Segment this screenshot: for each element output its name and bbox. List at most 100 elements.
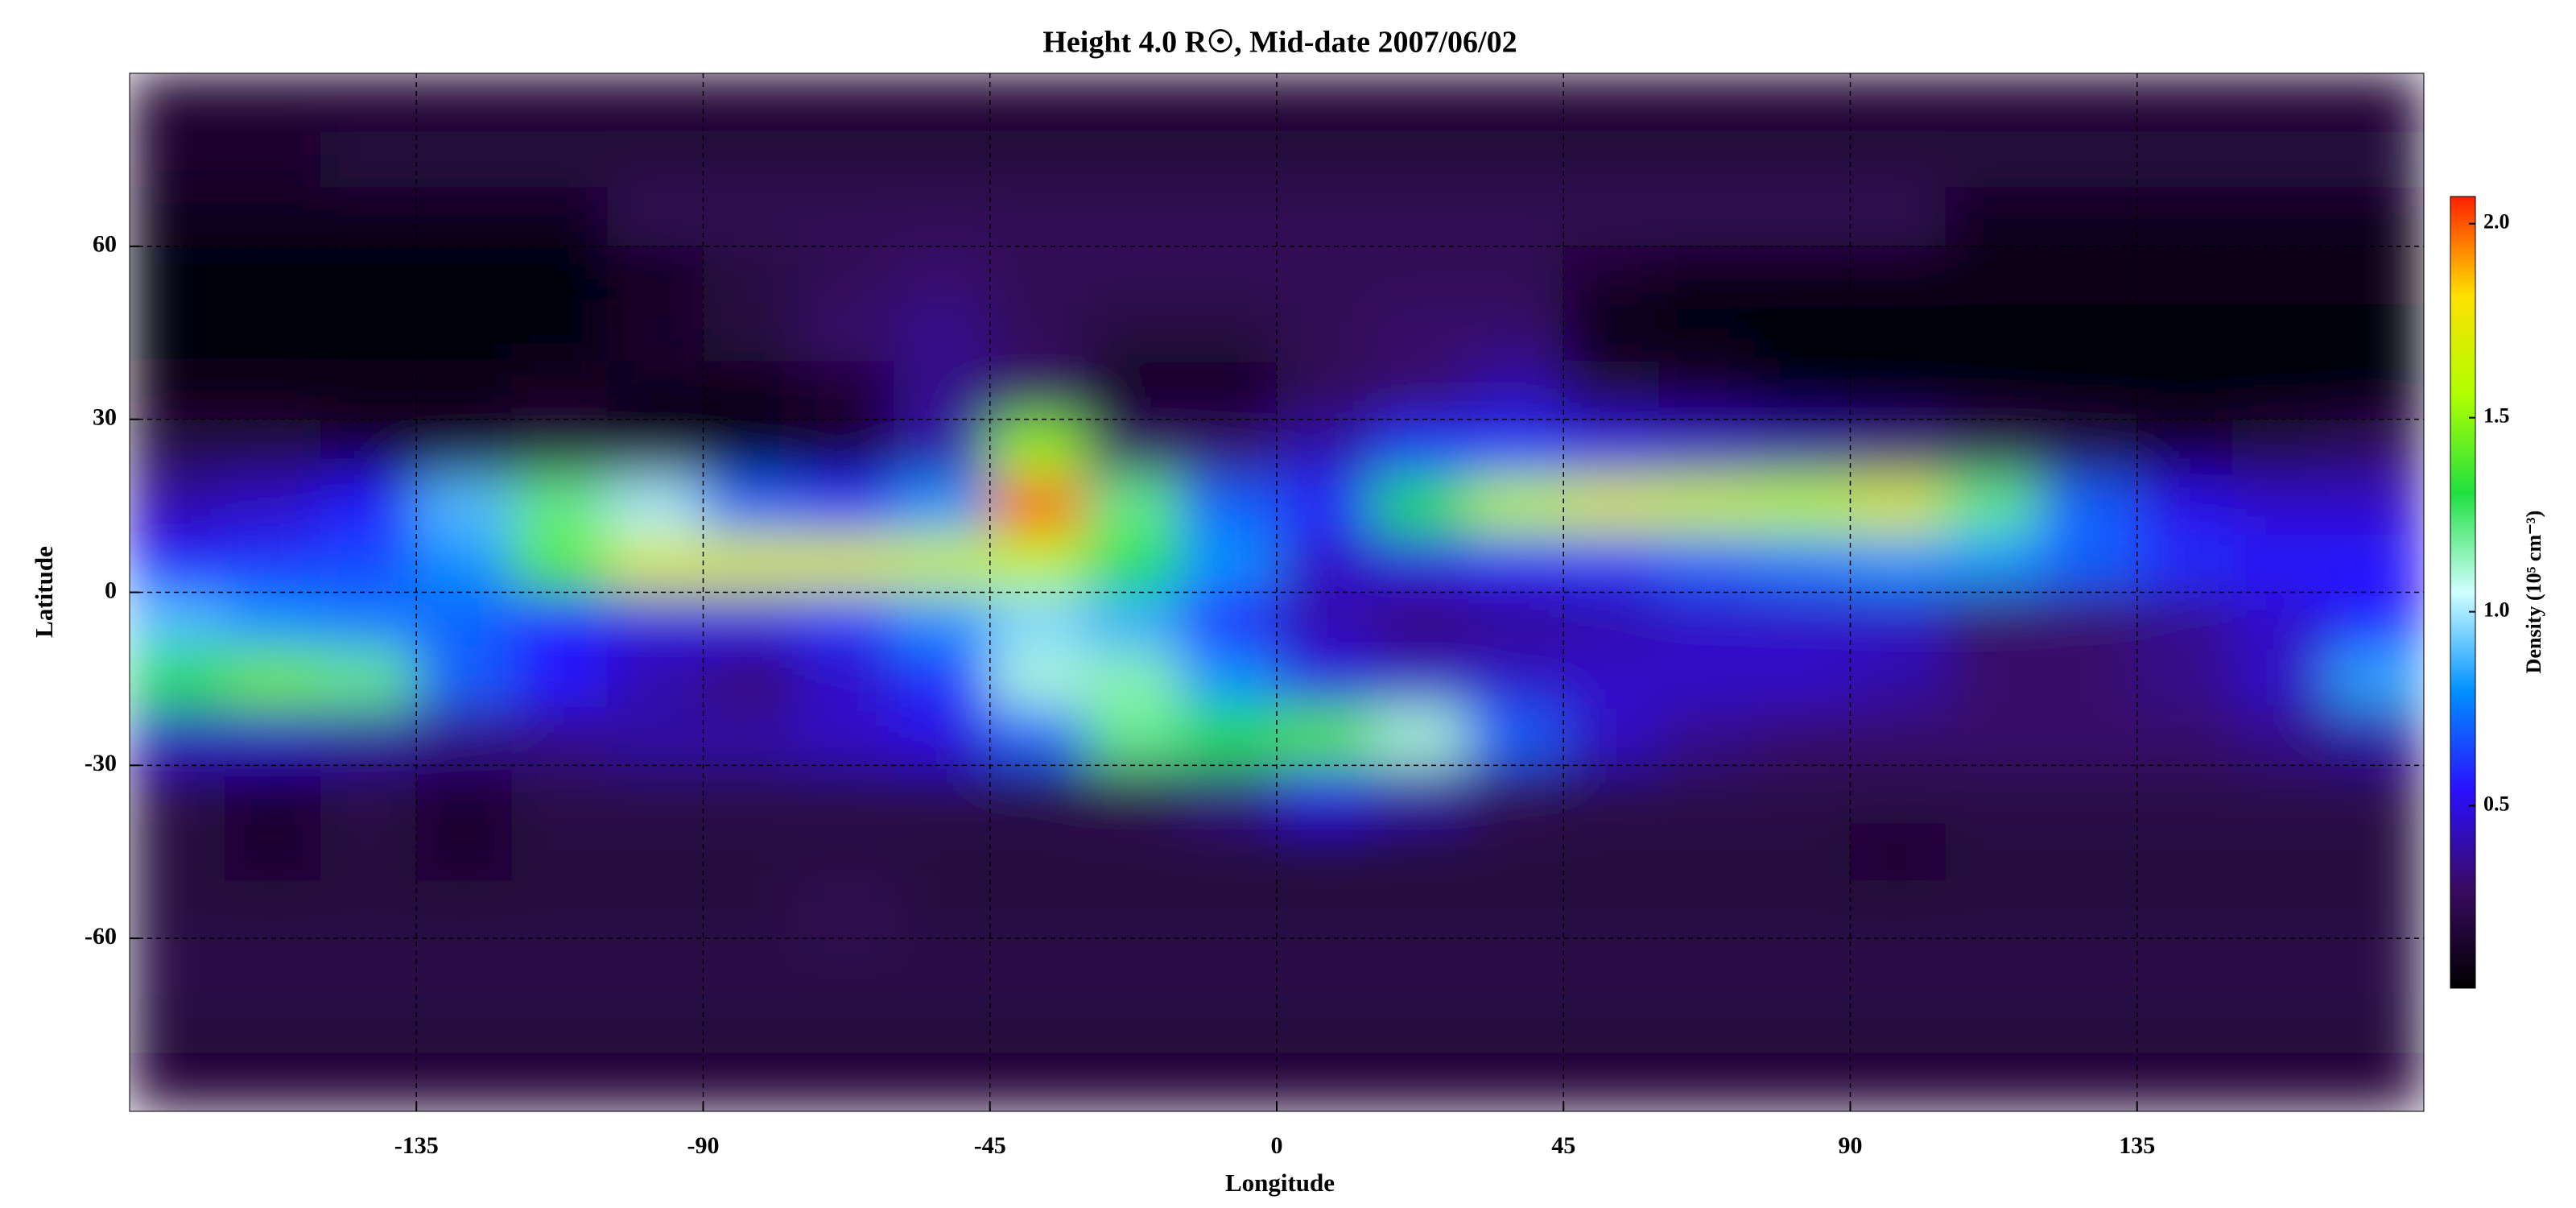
heat-cell — [130, 246, 226, 304]
heat-cell — [1850, 188, 1946, 247]
colorbar-tick-label: 1.5 — [2483, 404, 2510, 428]
heat-cell — [2136, 419, 2233, 478]
heat-cell — [1754, 707, 1851, 766]
heat-cell — [2327, 246, 2424, 304]
heat-cell — [1754, 880, 1851, 939]
heat-cell — [2041, 419, 2138, 478]
heat-cell — [2136, 73, 2233, 132]
heat-cell — [1658, 707, 1756, 766]
heat-cell — [1180, 592, 1278, 651]
heat-cell — [2232, 534, 2329, 593]
heat-cell — [894, 707, 991, 766]
heat-cell — [1945, 822, 2042, 882]
heat-cell — [607, 130, 704, 189]
heat-cell — [320, 476, 417, 536]
heat-cell — [511, 764, 609, 824]
heat-cell — [1754, 303, 1851, 362]
heat-cell — [225, 534, 321, 593]
heat-cell — [320, 880, 417, 939]
heat-cell — [1468, 534, 1564, 593]
x-tick-label: -90 — [687, 1132, 720, 1159]
heat-cell — [511, 534, 609, 593]
heat-cell — [1276, 361, 1373, 420]
heat-cell — [798, 764, 895, 824]
heat-cell — [1180, 476, 1278, 536]
heat-cell — [894, 937, 991, 997]
heat-cell — [1563, 995, 1660, 1054]
heat-cell — [607, 937, 704, 997]
heat-cell — [607, 1053, 704, 1111]
heat-cell — [798, 419, 895, 478]
heat-cell — [1085, 937, 1182, 997]
heat-cell — [2232, 73, 2329, 132]
heat-cell — [607, 822, 704, 882]
heat-cell — [1468, 130, 1564, 189]
heat-cell — [1945, 73, 2042, 132]
heat-cell — [1658, 649, 1756, 709]
heat-cell — [1372, 880, 1468, 939]
heat-cell — [1754, 764, 1851, 824]
heat-cell — [1563, 707, 1660, 766]
heat-cell — [1563, 361, 1660, 420]
heat-cell — [1754, 1053, 1851, 1111]
heat-cell — [703, 937, 799, 997]
heat-cell — [703, 1053, 799, 1111]
heat-cell — [2041, 534, 2138, 593]
heat-cell — [1276, 592, 1373, 651]
heat-cell — [989, 707, 1086, 766]
heat-cell — [2327, 764, 2424, 824]
heat-cell — [703, 73, 799, 132]
heat-cell — [130, 707, 226, 766]
heat-cell — [1754, 534, 1851, 593]
heat-cell — [1276, 534, 1373, 593]
heat-cell — [894, 880, 991, 939]
heat-cell — [2041, 130, 2138, 189]
heat-cell — [2136, 707, 2233, 766]
heat-cell — [1945, 419, 2042, 478]
heat-cell — [798, 995, 895, 1054]
heat-cell — [2136, 880, 2233, 939]
heat-cell — [1850, 1053, 1946, 1111]
heat-cell — [2327, 534, 2424, 593]
heat-cell — [1372, 246, 1468, 304]
heat-cell — [2041, 995, 2138, 1054]
y-tick-label: 30 — [93, 404, 117, 431]
heat-cell — [415, 130, 513, 189]
heat-cell — [1945, 534, 2042, 593]
heat-cell — [1276, 995, 1373, 1054]
heat-cell — [703, 592, 799, 651]
heat-cell — [607, 361, 704, 420]
heat-cell — [1563, 649, 1660, 709]
heat-cell — [2041, 764, 2138, 824]
heat-cell — [1372, 649, 1468, 709]
heat-cell — [2232, 361, 2329, 420]
heat-cell — [989, 880, 1086, 939]
heat-cell — [1658, 130, 1756, 189]
heat-cell — [1563, 476, 1660, 536]
heat-cell — [989, 649, 1086, 709]
heat-cell — [1754, 419, 1851, 478]
x-tick-label: 135 — [2119, 1132, 2155, 1159]
heat-cell — [703, 707, 799, 766]
heat-cell — [703, 880, 799, 939]
heat-cell — [2232, 707, 2329, 766]
heat-cell — [1276, 73, 1373, 132]
heat-cell — [225, 937, 321, 997]
heat-cell — [1754, 592, 1851, 651]
heat-cell — [607, 246, 704, 304]
heat-cell — [320, 995, 417, 1054]
heat-cell — [1085, 188, 1182, 247]
heat-cell — [798, 534, 895, 593]
heat-cell — [2136, 476, 2233, 536]
heat-cell — [2041, 649, 2138, 709]
heat-cell — [798, 880, 895, 939]
heat-cell — [2136, 130, 2233, 189]
heat-cell — [1658, 937, 1756, 997]
heat-cell — [894, 534, 991, 593]
heat-cell — [894, 73, 991, 132]
heat-cell — [320, 707, 417, 766]
heat-cell — [511, 1053, 609, 1111]
heat-cell — [1085, 419, 1182, 478]
heat-cell — [2327, 130, 2424, 189]
heat-cell — [415, 995, 513, 1054]
